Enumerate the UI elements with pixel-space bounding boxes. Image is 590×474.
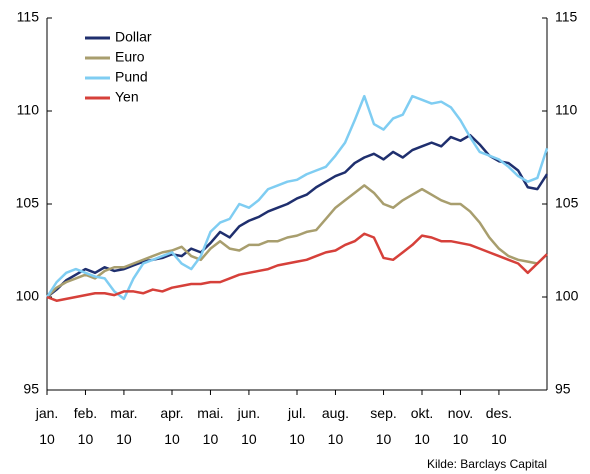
source: Kilde: Barclays Capital — [427, 457, 547, 471]
legend-label: Dollar — [115, 29, 152, 45]
x-tick-label: apr. 10 — [160, 405, 183, 447]
legend-label: Euro — [115, 49, 145, 65]
x-tick-label: jan. 10 — [35, 405, 59, 447]
series-line — [46, 133, 549, 298]
y2-tick-label: 115 — [555, 9, 578, 25]
x-tick-label: okt. 10 — [411, 405, 434, 447]
y2-tick-label: 110 — [555, 102, 578, 118]
series-line — [46, 184, 548, 298]
x-tick-label: mar. 10 — [110, 405, 137, 447]
legend-label: Yen — [115, 89, 139, 105]
x-tick-label: mai. 10 — [197, 405, 223, 447]
series-line — [46, 232, 548, 302]
x-tick-label: des. 10 — [486, 405, 512, 447]
series-line — [45, 94, 549, 301]
y-tick-label: 95 — [23, 381, 39, 397]
legend-label: Pund — [115, 69, 148, 85]
y2-tick-label: 105 — [555, 195, 579, 211]
x-tick-label: jun. 10 — [237, 405, 261, 447]
y-tick-label: 110 — [17, 102, 40, 118]
x-tick-label: feb. 10 — [74, 405, 97, 447]
x-tick-label: jul. 10 — [287, 405, 306, 447]
x-tick-label: nov. 10 — [448, 405, 473, 447]
y2-tick-label: 95 — [555, 381, 571, 397]
y-tick-label: 115 — [17, 9, 40, 25]
x-tick-label: sep. 10 — [370, 405, 396, 447]
y-tick-label: 105 — [16, 195, 40, 211]
y-tick-label: 100 — [16, 288, 40, 304]
x-tick-label: aug. 10 — [322, 405, 349, 447]
y2-tick-label: 100 — [555, 288, 579, 304]
